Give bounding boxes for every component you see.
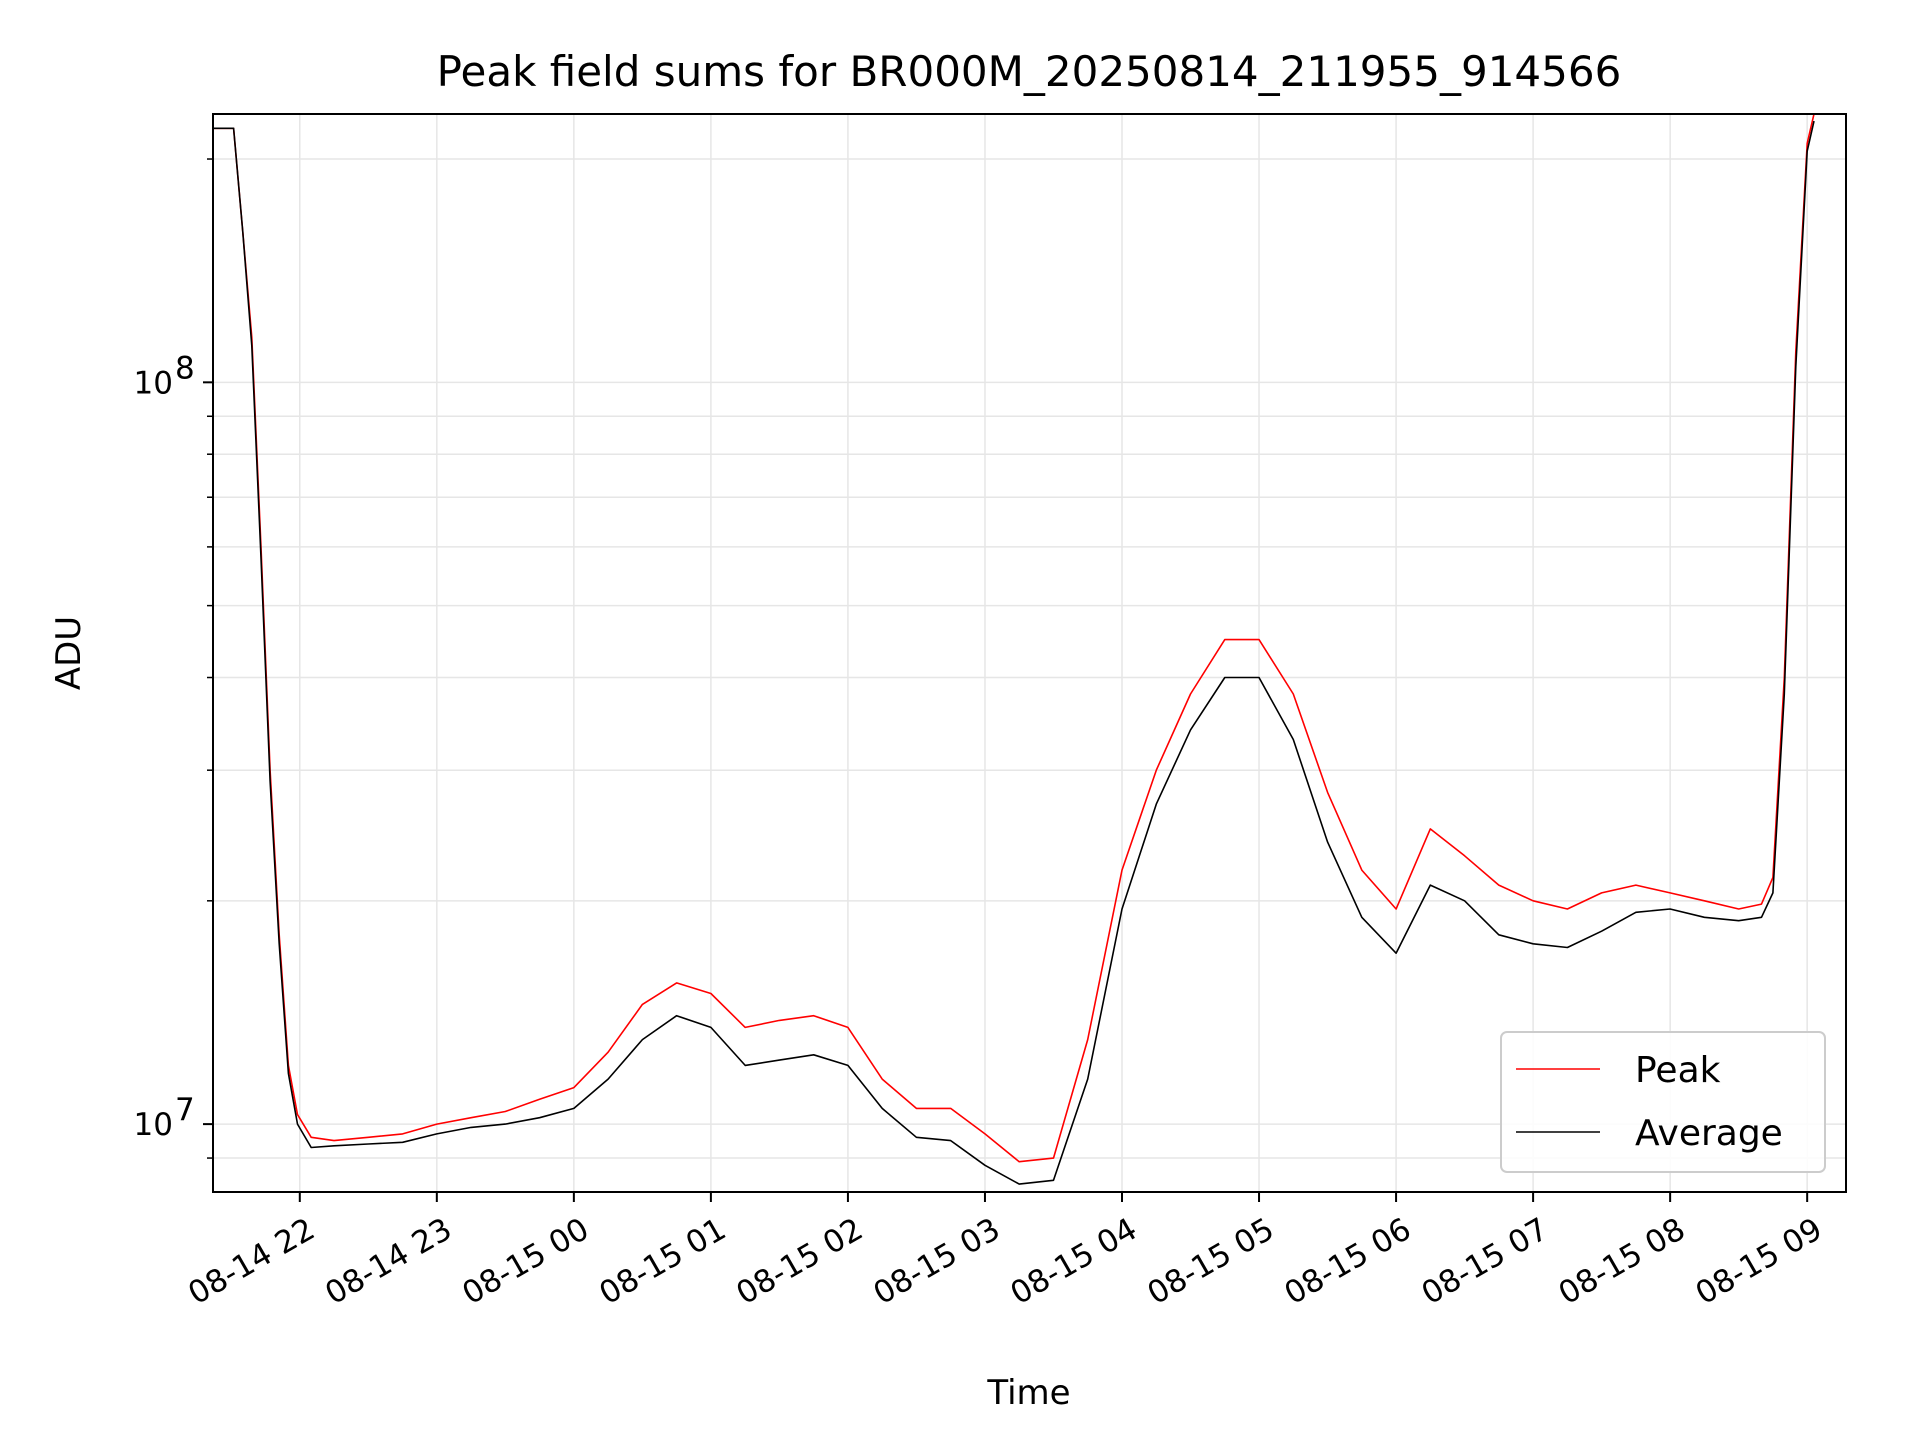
y-tick-label: 10 — [134, 1107, 173, 1143]
x-axis-title: Time — [986, 1373, 1070, 1413]
legend-box — [1500, 1031, 1826, 1173]
y-tick-exponent: 7 — [175, 1092, 195, 1128]
series-line-peak — [213, 114, 1815, 1163]
series-line-average — [213, 120, 1815, 1185]
plot-frame — [212, 113, 1847, 1193]
y-tick-base: 10 — [134, 1107, 173, 1143]
y-tick-label: 10 — [134, 365, 173, 401]
legend: Peak Average — [1500, 1031, 1826, 1173]
legend-label-average: Average — [1635, 1113, 1783, 1154]
y-tick-base: 10 — [134, 365, 173, 401]
y-tick-exponent: 8 — [175, 350, 195, 386]
legend-label-peak: Peak — [1635, 1050, 1721, 1091]
y-axis-title: ADU — [49, 616, 89, 690]
chart-title: Peak field sums for BR000M_20250814_2119… — [437, 47, 1622, 96]
grid — [213, 114, 1846, 1192]
series-layer — [213, 114, 1815, 1185]
